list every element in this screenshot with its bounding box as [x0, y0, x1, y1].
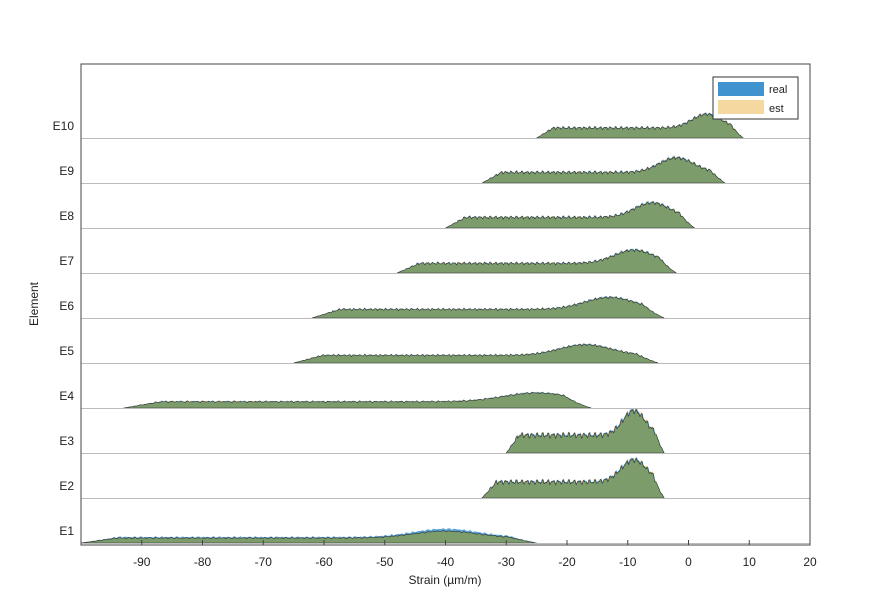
- ridge-overlap-e7: [396, 248, 678, 274]
- x-tick-label: -70: [255, 555, 273, 569]
- y-tick-label-e1: E1: [59, 524, 74, 538]
- x-tick-label: -50: [376, 555, 394, 569]
- y-tick-label-e5: E5: [59, 344, 74, 358]
- legend-swatch-est: [718, 100, 764, 114]
- plot-background: [81, 64, 810, 545]
- ridge-overlap-e10: [535, 112, 744, 139]
- y-tick-label-e2: E2: [59, 479, 74, 493]
- x-axis: -90 -80 -70 -60 -50 -40 -30 -20 -10 0 10 20: [133, 540, 817, 569]
- ridge-overlap-e1: [80, 529, 537, 544]
- y-tick-label-e4: E4: [59, 389, 74, 403]
- y-axis-title: Element: [27, 281, 41, 326]
- ridge-e5: [293, 342, 659, 364]
- x-tick-label: -60: [315, 555, 333, 569]
- legend: real est: [712, 76, 799, 120]
- x-tick-label: -40: [437, 555, 455, 569]
- ridge-overlap-e8: [445, 201, 696, 229]
- ridge-e8: [445, 200, 696, 229]
- x-tick-label: 10: [743, 555, 757, 569]
- ridge-e4: [123, 391, 592, 409]
- x-tick-label: 0: [685, 555, 692, 569]
- x-tick-label: -20: [558, 555, 576, 569]
- x-tick-label: -10: [619, 555, 637, 569]
- y-tick-label-e3: E3: [59, 434, 74, 448]
- ridges: [80, 112, 744, 544]
- ridge-e3: [505, 407, 665, 454]
- legend-label-est: est: [769, 103, 784, 115]
- ridge-overlap-e2: [481, 457, 665, 499]
- ridge-overlap-e9: [481, 156, 726, 184]
- ridge-e6: [311, 295, 665, 319]
- x-tick-label: 20: [803, 555, 817, 569]
- ridge-e9: [481, 155, 726, 184]
- x-axis-title: Strain (µm/m): [409, 573, 482, 587]
- y-tick-label-e6: E6: [59, 299, 74, 313]
- y-tick-label-e10: E10: [53, 119, 75, 133]
- ridge-overlap-e4: [123, 391, 592, 409]
- ridge-e2: [481, 456, 665, 499]
- y-tick-label-e8: E8: [59, 209, 74, 223]
- y-axis: E1 E2 E3 E4 E5 E6 E7 E8 E9 E10: [53, 119, 75, 538]
- x-tick-label: -80: [194, 555, 212, 569]
- y-tick-label-e9: E9: [59, 164, 74, 178]
- x-tick-label: -30: [498, 555, 516, 569]
- ridge-overlap-e5: [293, 343, 659, 364]
- ridge-overlap-e6: [311, 295, 665, 319]
- ridge-overlap-e3: [505, 408, 665, 454]
- ridge-e10: [535, 112, 744, 139]
- x-tick-label: -90: [133, 555, 151, 569]
- legend-swatch-real: [718, 82, 764, 96]
- legend-label-real: real: [769, 84, 787, 96]
- ridge-e1: [80, 528, 537, 544]
- ridge-e7: [396, 248, 678, 274]
- y-tick-label-e7: E7: [59, 254, 74, 268]
